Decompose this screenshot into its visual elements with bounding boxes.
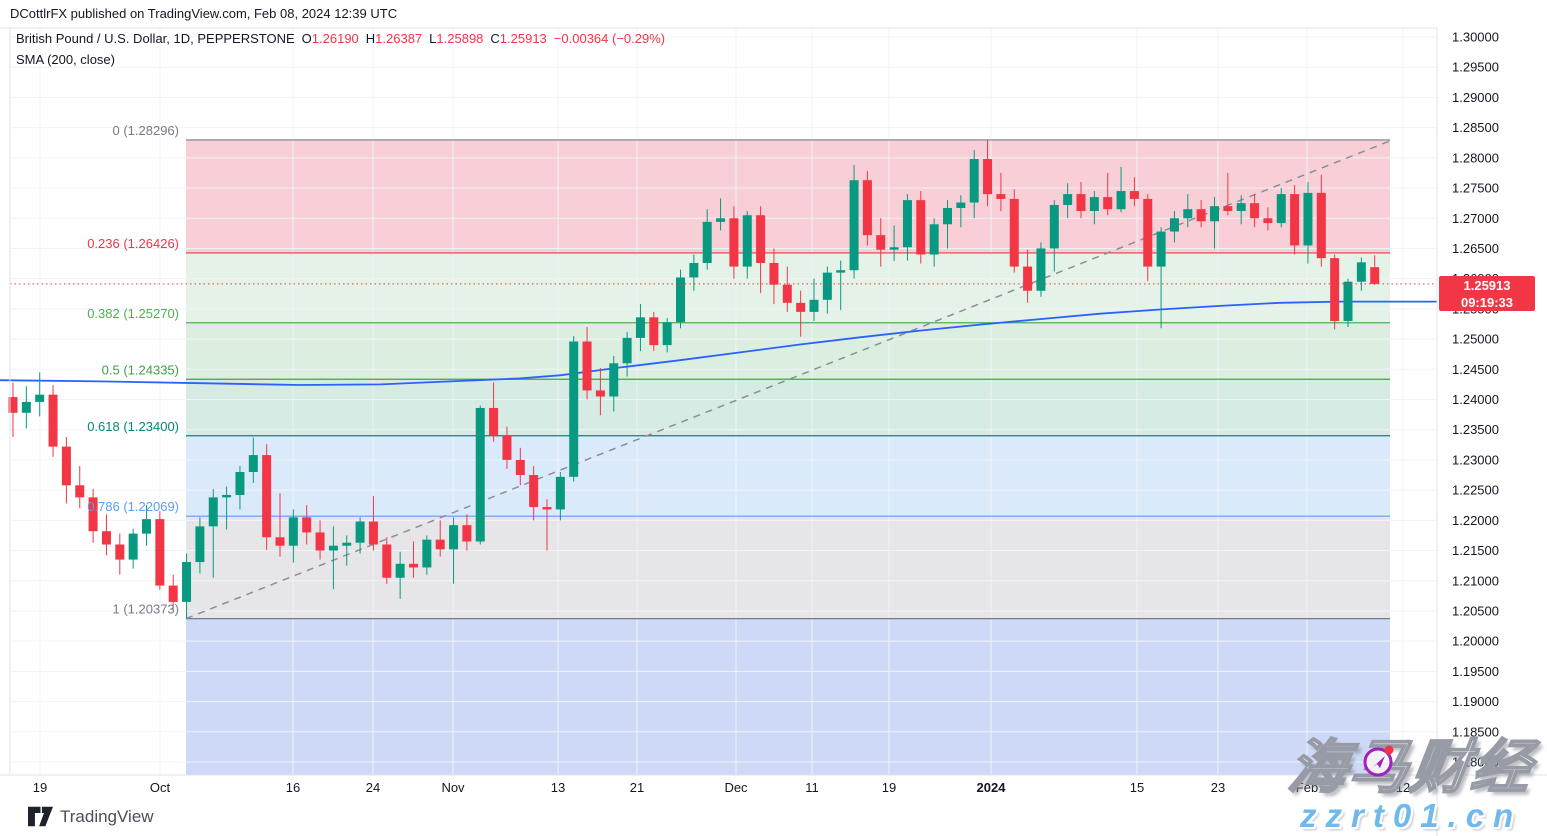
svg-text:0.382 (1.25270): 0.382 (1.25270) [87, 306, 179, 321]
svg-text:16: 16 [286, 780, 300, 795]
change-value: −0.00364 (−0.29%) [553, 31, 666, 46]
svg-text:19: 19 [33, 780, 47, 795]
svg-text:1.22500: 1.22500 [1452, 483, 1499, 498]
svg-text:1.24500: 1.24500 [1452, 362, 1499, 377]
high-value: H1.26387 [365, 31, 423, 46]
svg-text:1.23500: 1.23500 [1452, 422, 1499, 437]
svg-text:1.19000: 1.19000 [1452, 694, 1499, 709]
svg-text:0.236 (1.26426): 0.236 (1.26426) [87, 236, 179, 251]
trendline [185, 140, 1391, 620]
svg-text:1.18500: 1.18500 [1452, 724, 1499, 739]
svg-text:1.27500: 1.27500 [1452, 181, 1499, 196]
svg-text:Feb: Feb [1296, 780, 1318, 795]
open-value: O1.26190 [301, 31, 359, 46]
bar-countdown: 09:19:33 [1460, 295, 1514, 310]
svg-text:1.30000: 1.30000 [1452, 30, 1499, 45]
svg-text:0.618 (1.23400): 0.618 (1.23400) [87, 419, 179, 434]
tradingview-logo-icon [28, 806, 53, 827]
svg-text:1.28000: 1.28000 [1452, 150, 1499, 165]
svg-text:1.24000: 1.24000 [1452, 392, 1499, 407]
svg-text:1.29500: 1.29500 [1452, 60, 1499, 75]
svg-text:0.786 (1.22069): 0.786 (1.22069) [87, 499, 179, 514]
svg-text:1.21500: 1.21500 [1452, 543, 1499, 558]
svg-text:1.19500: 1.19500 [1452, 664, 1499, 679]
svg-text:1.20000: 1.20000 [1452, 634, 1499, 649]
candles [8, 139, 1380, 619]
symbol-title[interactable]: British Pound / U.S. Dollar, 1D, PEPPERS… [16, 31, 295, 46]
indicator-label[interactable]: SMA (200, close) [16, 52, 115, 67]
last-price-badge: 1.25913 09:19:33 [1439, 276, 1535, 311]
svg-text:24: 24 [366, 780, 380, 795]
svg-text:1.27000: 1.27000 [1452, 211, 1499, 226]
svg-text:2024: 2024 [977, 780, 1007, 795]
svg-text:1.18000: 1.18000 [1452, 755, 1499, 770]
svg-text:1.23000: 1.23000 [1452, 452, 1499, 467]
sma-line [0, 300, 1437, 386]
svg-text:1 (1.20373): 1 (1.20373) [113, 602, 180, 617]
watermark-badge-icon [1360, 742, 1398, 780]
publish-info: DCottlrFX published on TradingView.com, … [10, 6, 398, 21]
svg-text:23: 23 [1211, 780, 1225, 795]
svg-text:0.5 (1.24335): 0.5 (1.24335) [102, 362, 179, 377]
symbol-legend-row: British Pound / U.S. Dollar, 1D, PEPPERS… [16, 31, 665, 46]
svg-text:1.28500: 1.28500 [1452, 120, 1499, 135]
tradingview-attribution[interactable]: TradingView [28, 806, 154, 827]
svg-text:Nov: Nov [441, 780, 465, 795]
svg-text:19: 19 [882, 780, 896, 795]
price-axis[interactable]: 1.30000 1.29500 1.29000 1.28500 1.28000 1.275… [1452, 30, 1499, 770]
svg-text:1.20500: 1.20500 [1452, 603, 1499, 618]
gridlines [10, 28, 1437, 775]
fib-zones [186, 139, 1390, 775]
svg-text:1.25000: 1.25000 [1452, 332, 1499, 347]
svg-text:11: 11 [805, 780, 819, 795]
plot-borders [0, 27, 1547, 836]
svg-text:1.29000: 1.29000 [1452, 90, 1499, 105]
svg-text:15: 15 [1130, 780, 1144, 795]
svg-text:Oct: Oct [150, 780, 171, 795]
svg-text:13: 13 [551, 780, 565, 795]
svg-text:0 (1.28296): 0 (1.28296) [113, 123, 180, 138]
chart-legend: British Pound / U.S. Dollar, 1D, PEPPERS… [16, 31, 665, 67]
time-axis[interactable]: 19 Oct 16 24 Nov 13 21 Dec 11 19 2024 15 23 Feb 12 [33, 780, 1410, 795]
svg-text:1.21000: 1.21000 [1452, 573, 1499, 588]
watermark-url: zzrt01.cn [1300, 797, 1523, 834]
low-value: L1.25898 [429, 31, 484, 46]
svg-text:21: 21 [630, 780, 644, 795]
tradingview-logo-text: TradingView [60, 806, 154, 826]
close-value: C1.25913 [490, 31, 547, 46]
svg-text:1.26500: 1.26500 [1452, 241, 1499, 256]
fib-labels: 0 (1.28296) 0.236 (1.26426) 0.382 (1.25270… [87, 123, 179, 617]
fib-lines [186, 139, 1390, 620]
svg-text:12: 12 [1396, 780, 1410, 795]
last-price: 1.25913 [1463, 278, 1511, 293]
watermark-cjk: 海马财经 [1284, 734, 1539, 801]
svg-text:1.22000: 1.22000 [1452, 513, 1499, 528]
svg-text:Dec: Dec [724, 780, 748, 795]
